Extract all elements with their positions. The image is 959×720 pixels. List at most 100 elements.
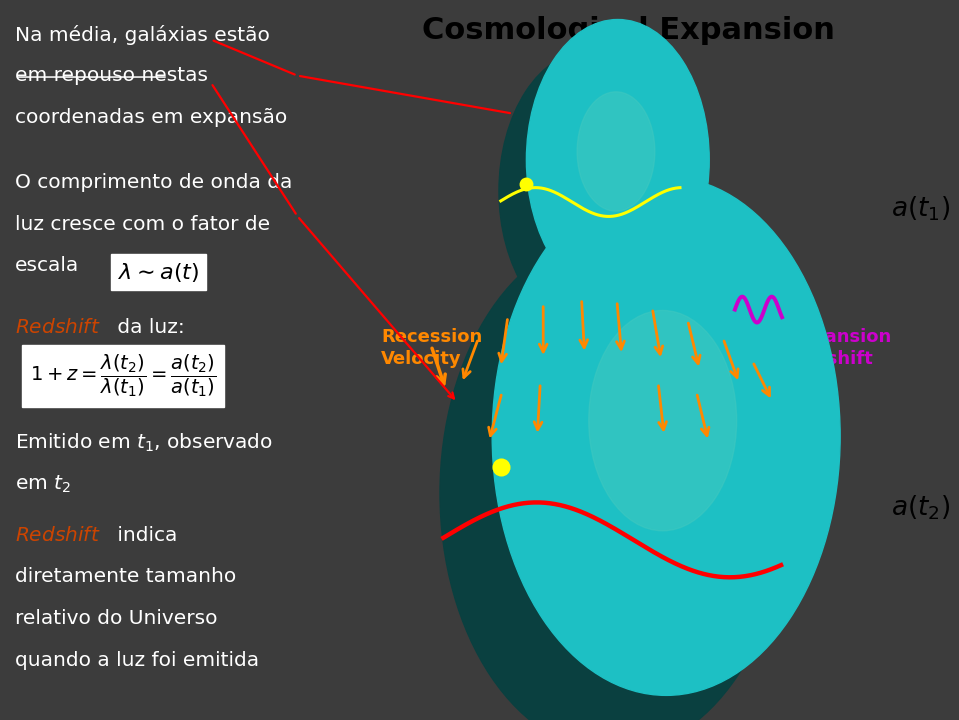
Ellipse shape [544, 326, 733, 608]
Ellipse shape [531, 35, 698, 291]
Ellipse shape [575, 419, 666, 553]
Ellipse shape [568, 143, 623, 228]
Ellipse shape [541, 62, 680, 275]
Ellipse shape [526, 19, 710, 300]
Ellipse shape [571, 150, 618, 223]
Ellipse shape [566, 390, 687, 570]
Ellipse shape [569, 147, 620, 225]
Ellipse shape [567, 139, 625, 230]
Ellipse shape [539, 58, 682, 278]
Ellipse shape [495, 184, 835, 691]
Ellipse shape [440, 234, 788, 720]
Ellipse shape [543, 70, 674, 271]
Text: $\mathit{Redshift}$: $\mathit{Redshift}$ [14, 318, 101, 337]
Text: coordenadas em expansão: coordenadas em expansão [14, 108, 287, 127]
Ellipse shape [571, 405, 676, 562]
Ellipse shape [563, 127, 634, 237]
Ellipse shape [533, 39, 695, 289]
Ellipse shape [527, 23, 707, 298]
Ellipse shape [541, 319, 737, 611]
Ellipse shape [499, 50, 682, 331]
Ellipse shape [558, 369, 702, 582]
Text: em $t_2$: em $t_2$ [14, 474, 71, 495]
Ellipse shape [552, 96, 655, 255]
Ellipse shape [589, 310, 737, 531]
Text: $a(t_2)$: $a(t_2)$ [891, 493, 950, 522]
Text: Expansion
Redshift: Expansion Redshift [788, 328, 891, 368]
Ellipse shape [550, 93, 658, 257]
Ellipse shape [519, 255, 784, 649]
Text: diretamente tamanho: diretamente tamanho [14, 567, 236, 586]
Ellipse shape [536, 305, 748, 620]
Ellipse shape [583, 440, 650, 541]
Ellipse shape [539, 312, 742, 616]
Text: $a(t_1)$: $a(t_1)$ [891, 194, 950, 223]
Ellipse shape [507, 220, 809, 670]
Ellipse shape [545, 73, 671, 269]
Ellipse shape [522, 262, 779, 645]
Ellipse shape [580, 433, 655, 544]
Ellipse shape [585, 447, 645, 536]
Ellipse shape [557, 112, 644, 246]
Ellipse shape [556, 108, 647, 248]
Text: Recession
Velocity: Recession Velocity [381, 328, 482, 368]
Ellipse shape [549, 85, 664, 262]
Text: Na média, galáxias estão: Na média, galáxias estão [14, 25, 269, 45]
Ellipse shape [553, 100, 653, 253]
Text: em repouso nestas: em repouso nestas [14, 66, 208, 85]
Ellipse shape [588, 454, 640, 532]
Ellipse shape [538, 54, 685, 280]
Text: escala: escala [14, 256, 79, 275]
Text: $\lambda \sim a(t)$: $\lambda \sim a(t)$ [118, 261, 199, 284]
Ellipse shape [553, 355, 712, 590]
Ellipse shape [556, 362, 707, 587]
Ellipse shape [531, 291, 758, 629]
Ellipse shape [492, 177, 840, 696]
Ellipse shape [547, 333, 727, 603]
Ellipse shape [575, 166, 607, 214]
Text: Cosmological Expansion: Cosmological Expansion [422, 16, 835, 45]
Text: $\mathit{Redshift}$: $\mathit{Redshift}$ [14, 526, 101, 544]
Ellipse shape [534, 298, 753, 624]
Text: quando a luz foi emitida: quando a luz foi emitida [14, 651, 259, 670]
Ellipse shape [547, 81, 667, 264]
Text: O comprimento de onda da: O comprimento de onda da [14, 173, 292, 192]
Text: Emitido em $t_1$, observado: Emitido em $t_1$, observado [14, 432, 272, 454]
Ellipse shape [529, 284, 763, 633]
Ellipse shape [529, 27, 704, 296]
Ellipse shape [512, 234, 799, 662]
Ellipse shape [559, 116, 642, 243]
Ellipse shape [563, 383, 691, 574]
Ellipse shape [551, 348, 717, 595]
Ellipse shape [573, 412, 671, 557]
Ellipse shape [561, 124, 637, 239]
Ellipse shape [550, 89, 661, 259]
Ellipse shape [542, 66, 677, 273]
Ellipse shape [576, 170, 604, 212]
Ellipse shape [504, 212, 814, 675]
Ellipse shape [572, 154, 615, 221]
Ellipse shape [497, 192, 830, 687]
Text: indica: indica [111, 526, 177, 544]
Ellipse shape [534, 42, 693, 287]
Ellipse shape [546, 77, 668, 266]
Text: $1 + z = \dfrac{\lambda(t_2)}{\lambda(t_1)} = \dfrac{a(t_2)}{a(t_1)}$: $1 + z = \dfrac{\lambda(t_2)}{\lambda(t_… [30, 353, 216, 400]
Ellipse shape [569, 397, 681, 566]
Ellipse shape [509, 227, 805, 666]
Ellipse shape [561, 376, 696, 578]
Ellipse shape [517, 248, 789, 654]
Ellipse shape [565, 135, 628, 233]
Ellipse shape [530, 31, 701, 294]
Ellipse shape [524, 269, 774, 641]
Ellipse shape [500, 198, 825, 683]
Ellipse shape [560, 120, 639, 241]
Ellipse shape [526, 276, 768, 636]
Ellipse shape [554, 104, 650, 251]
Ellipse shape [578, 426, 661, 549]
Ellipse shape [574, 162, 610, 217]
Ellipse shape [502, 205, 820, 679]
Text: luz cresce com o fator de: luz cresce com o fator de [14, 215, 269, 233]
Ellipse shape [514, 241, 794, 657]
Ellipse shape [573, 158, 612, 219]
Ellipse shape [564, 131, 631, 235]
